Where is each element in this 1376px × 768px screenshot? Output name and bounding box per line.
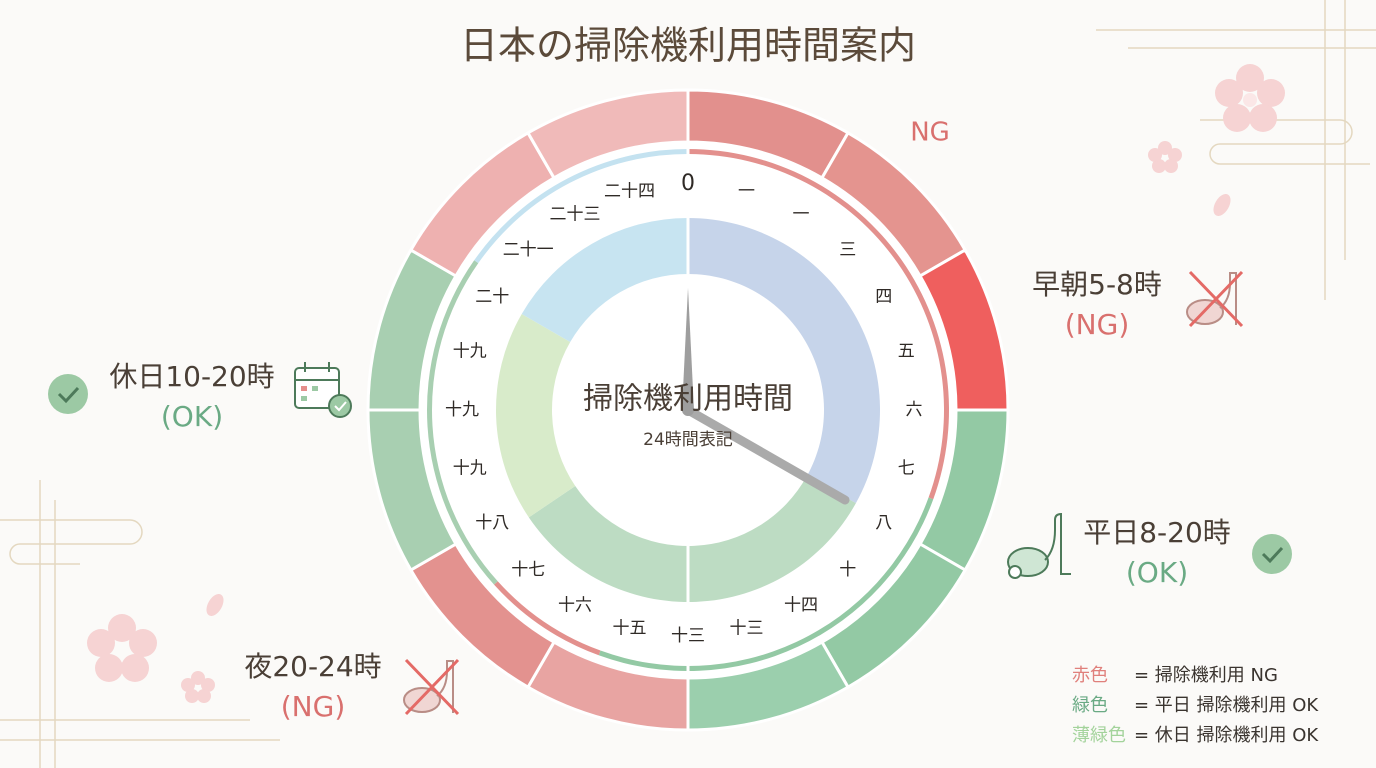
hour-hand (682, 288, 694, 410)
hour-label: 十九 (445, 400, 479, 420)
hour-label: 十九 (453, 458, 487, 478)
hour-label: 十九 (453, 342, 487, 362)
hour-label: 十八 (475, 513, 509, 533)
thin-ring (427, 260, 498, 585)
center-title: 掃除機利用時間 (583, 382, 793, 417)
callout-label: 休日10-20時 (109, 360, 274, 393)
callout-status: (NG) (281, 690, 346, 723)
hour-label: 七 (898, 458, 915, 478)
hour-label: 0 (681, 171, 695, 196)
hour-label: 一 (738, 182, 755, 202)
vacuum-icon (1007, 512, 1071, 579)
legend-color: 赤色 (1072, 665, 1108, 686)
legend-text: = 掃除機利用 NG (1134, 665, 1278, 686)
hour-label: 二十三 (550, 204, 601, 224)
calendar-icon (294, 362, 352, 418)
hub (682, 404, 694, 416)
inner-ring (528, 475, 856, 603)
hour-label: 二十 (475, 287, 509, 307)
inner-ring (688, 218, 881, 504)
hour-label: 十三 (729, 618, 763, 638)
check-icon (1252, 534, 1292, 574)
check-icon (48, 374, 88, 414)
callout-label: 夜20-24時 (244, 650, 381, 683)
hour-label: 十四 (784, 596, 818, 616)
vacuum-ng-icon (1186, 270, 1244, 328)
hour-label: 五 (898, 342, 915, 362)
legend: 赤色 = 掃除機利用 NG 緑色 = 平日 掃除機利用 OK 薄緑色 = 休日 掃除機利用… (1072, 665, 1319, 746)
hour-label: 十 (839, 560, 856, 580)
hour-label: 一 (793, 204, 810, 224)
hour-label: 二十四 (604, 182, 655, 202)
minute-hand (683, 405, 850, 505)
hour-label: 四 (875, 287, 892, 307)
sakura (87, 64, 1285, 703)
callout-status: (OK) (161, 400, 223, 433)
hour-label: 十五 (613, 618, 647, 638)
inner-ring (496, 314, 576, 518)
hour-label: 三 (839, 240, 856, 260)
callout-label: 早朝5-8時 (1032, 268, 1162, 301)
center-subtitle: 24時間表記 (643, 430, 733, 450)
ng-label: NG (910, 118, 950, 148)
callout-status: (OK) (1126, 556, 1188, 589)
callout-status: (NG) (1065, 308, 1130, 341)
vacuum-ng-icon (403, 658, 460, 716)
legend-color: 薄緑色 (1072, 725, 1126, 746)
legend-text: = 平日 掃除機利用 OK (1134, 695, 1319, 716)
hour-label: 十三 (671, 626, 705, 646)
hour-label: 十七 (511, 560, 545, 580)
legend-color: 緑色 (1072, 695, 1108, 716)
hour-label: 二十一 (503, 240, 554, 260)
inner-ring (521, 218, 688, 342)
title: 日本の掃除機利用時間案内 (460, 24, 916, 68)
dial: 0 一一三四五六七八十十四十三十三十五十六十七十八十九十九十九二十二十一二十三二十… (366, 88, 1010, 732)
callout-label: 平日8-20時 (1083, 516, 1231, 549)
legend-text: = 休日 掃除機利用 OK (1134, 725, 1319, 746)
thin-ring (494, 581, 601, 656)
hour-label: 六 (906, 400, 923, 420)
hour-label: 八 (875, 513, 892, 533)
hour-label: 十六 (558, 596, 592, 616)
